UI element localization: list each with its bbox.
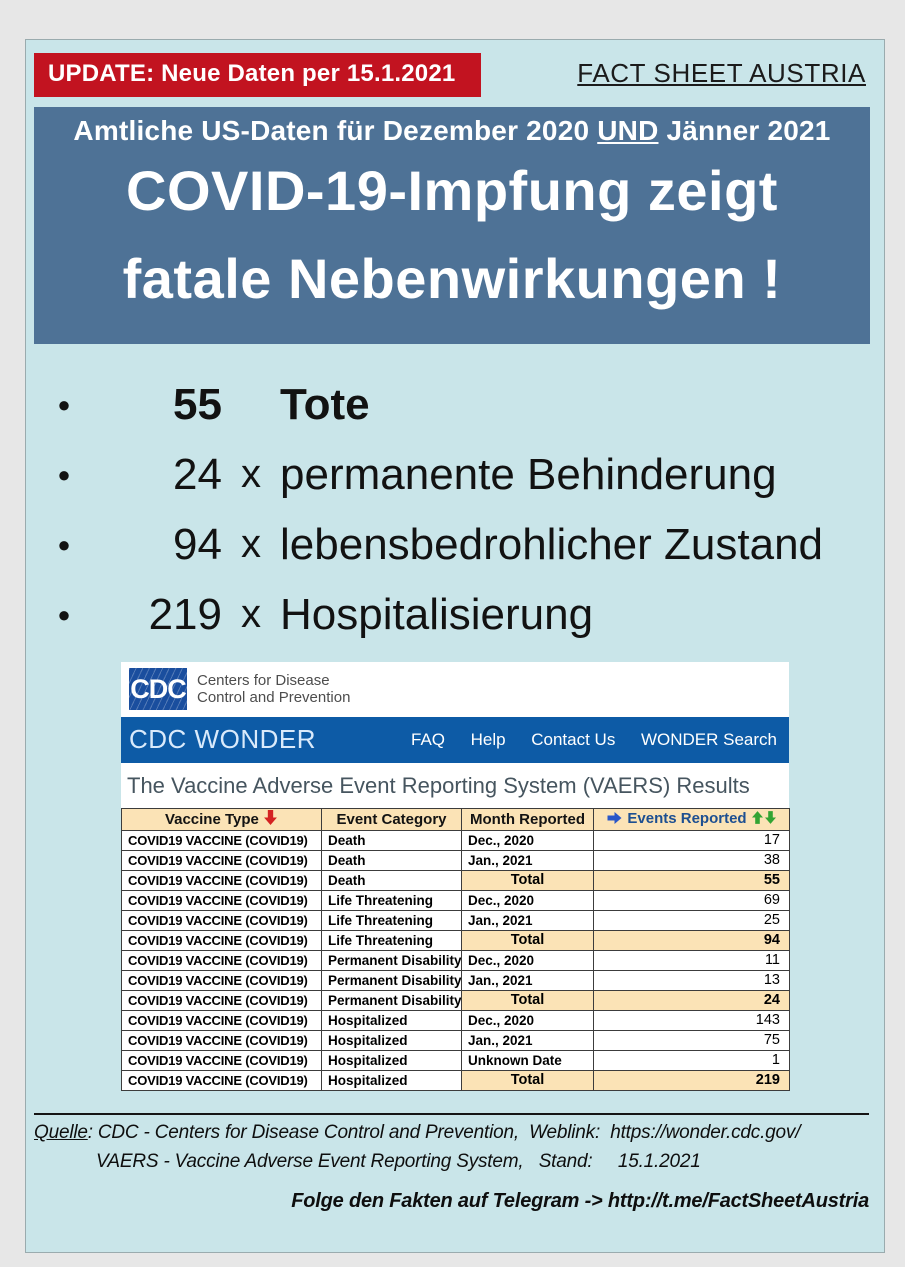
footer-source-block: Quelle: CDC - Centers for Disease Contro… [34, 1112, 869, 1213]
header-month-reported[interactable]: Month Reported [461, 807, 594, 831]
table-row: COVID19 VACCINE (COVID19) Hospitalized Unk… [121, 1049, 790, 1071]
nav-items: FAQ Help Contact Us WONDER Search [411, 730, 777, 750]
table-row-total: COVID19 VACCINE (COVID19) Permanent Disab… [121, 989, 790, 1011]
cdc-wonder-navbar: CDC WONDER FAQ Help Contact Us WONDER Se… [121, 716, 789, 763]
bullet-icon: ● [57, 461, 71, 487]
weblink-url: https://wonder.cdc.gov/ [610, 1121, 801, 1143]
sort-down-red-icon[interactable] [264, 809, 277, 829]
cdc-caption-line-1: Centers for Disease [197, 672, 330, 690]
table-header-row: Vaccine Type Event Category Month Report… [121, 807, 790, 831]
nav-item-wonder-search[interactable]: WONDER Search [640, 729, 777, 749]
source-text: : CDC - Centers for Disease Control and … [87, 1121, 519, 1143]
table-row: COVID19 VACCINE (COVID19) Life Threatenin… [121, 909, 790, 931]
subtitle-prefix: Amtliche US-Daten für Dezember 2020 [73, 115, 598, 146]
table-row: COVID19 VACCINE (COVID19) Permanent Disab… [121, 969, 790, 991]
bullet-icon: ● [57, 391, 71, 417]
bullet-times: x [241, 452, 261, 497]
table-row: COVID19 VACCINE (COVID19) Life Threatenin… [121, 889, 790, 911]
bullet-label: permanente Behinderung [280, 449, 777, 499]
telegram-line: Folge den Fakten auf Telegram -> http://… [34, 1190, 869, 1213]
header-vaccine-type[interactable]: Vaccine Type [121, 807, 322, 831]
header-event-category[interactable]: Event Category [321, 807, 462, 831]
bullet-count: 24 [173, 449, 222, 499]
bullet-label: Hospitalisierung [280, 589, 594, 639]
table-row-total: COVID19 VACCINE (COVID19) Death Total 55 [121, 869, 790, 891]
subtitle-suffix: Jänner 2021 [658, 115, 831, 146]
vaers-text: VAERS - Vaccine Adverse Event Reporting … [96, 1150, 524, 1172]
table-row: COVID19 VACCINE (COVID19) Hospitalized Jan… [121, 1029, 790, 1051]
cdc-logo-caption: Centers for Disease Control and Preventi… [197, 672, 350, 707]
table-row-total: COVID19 VACCINE (COVID19) Life Threatenin… [121, 929, 790, 951]
bullet-label: lebensbedrohlicher Zustand [280, 519, 824, 569]
header-events-reported[interactable]: Events Reported [593, 807, 790, 831]
table-row: COVID19 VACCINE (COVID19) Permanent Disab… [121, 949, 790, 971]
bullet-icon: ● [57, 601, 71, 627]
headline-block: Amtliche US-Daten für Dezember 2020 UND … [34, 107, 870, 344]
weblink-label: Weblink: [529, 1121, 601, 1143]
telegram-text: Folge den Fakten auf Telegram -> [291, 1189, 603, 1212]
stand-value: 15.1.2021 [617, 1150, 701, 1172]
bullet-row-hospitalisierung: ● 219 x Hospitalisierung [46, 580, 884, 650]
cdc-caption-line-2: Control and Prevention [197, 689, 351, 707]
bullet-list: ● 55 Tote ● 24 x permanente Behinderung … [46, 370, 884, 650]
stand-label: Stand: [538, 1150, 593, 1172]
source-label: Quelle [34, 1121, 88, 1143]
headline-line-1: COVID-19-Impfung zeigt [126, 159, 778, 222]
vaers-results-title: The Vaccine Adverse Event Reporting Syst… [121, 762, 789, 808]
headline-subtitle: Amtliche US-Daten für Dezember 2020 UND … [34, 115, 870, 147]
vaers-line: VAERS - Vaccine Adverse Event Reporting … [34, 1151, 869, 1173]
headline-main: COVID-19-Impfung zeigt fatale Nebenwirku… [34, 147, 870, 324]
brand-title: FACT SHEET AUSTRIA [577, 58, 866, 88]
table-row: COVID19 VACCINE (COVID19) Death Jan., 2021… [121, 849, 790, 871]
cdc-logo-row: CDC Centers for Disease Control and Prev… [121, 662, 789, 717]
nav-item-help[interactable]: Help [470, 729, 506, 749]
subtitle-und: UND [597, 115, 659, 146]
table-row-total: COVID19 VACCINE (COVID19) Hospitalized Tot… [121, 1069, 790, 1091]
bullet-row-behinderung: ● 24 x permanente Behinderung [46, 440, 884, 510]
top-banner-row: UPDATE: Neue Daten per 15.1.2021 FACT SH… [26, 40, 884, 97]
bullet-times: x [241, 592, 261, 637]
update-banner: UPDATE: Neue Daten per 15.1.2021 [34, 53, 482, 97]
sort-up-green-icon[interactable] [751, 811, 763, 828]
table-row: COVID19 VACCINE (COVID19) Hospitalized Dec… [121, 1009, 790, 1031]
telegram-url: http://t.me/FactSheetAustria [607, 1189, 869, 1212]
headline-line-2: fatale Nebenwirkungen ! [122, 247, 782, 311]
bullet-times: x [241, 522, 261, 567]
bullet-row-tote: ● 55 Tote [46, 370, 884, 440]
source-line: Quelle: CDC - Centers for Disease Contro… [34, 1122, 869, 1144]
bullet-count: 94 [173, 519, 222, 569]
bullet-label: Tote [280, 379, 370, 429]
bullet-count: 219 [148, 589, 222, 639]
bullet-icon: ● [57, 531, 71, 557]
bullet-count: 55 [173, 379, 222, 429]
cdc-wonder-screenshot: CDC Centers for Disease Control and Prev… [121, 661, 790, 1091]
vaers-table: Vaccine Type Event Category Month Report… [121, 807, 790, 1091]
fact-sheet-card: UPDATE: Neue Daten per 15.1.2021 FACT SH… [25, 39, 885, 1253]
table-row: COVID19 VACCINE (COVID19) Death Dec., 2020… [121, 829, 790, 851]
bullet-row-zustand: ● 94 x lebensbedrohlicher Zustand [46, 510, 884, 580]
sort-down-green-icon[interactable] [764, 811, 776, 828]
nav-item-contact-us[interactable]: Contact Us [531, 729, 616, 749]
cdc-logo: CDC [129, 668, 187, 711]
nav-brand-cdc-wonder[interactable]: CDC WONDER [129, 724, 316, 755]
arrow-right-blue-icon [607, 811, 622, 828]
nav-item-faq[interactable]: FAQ [411, 729, 446, 749]
